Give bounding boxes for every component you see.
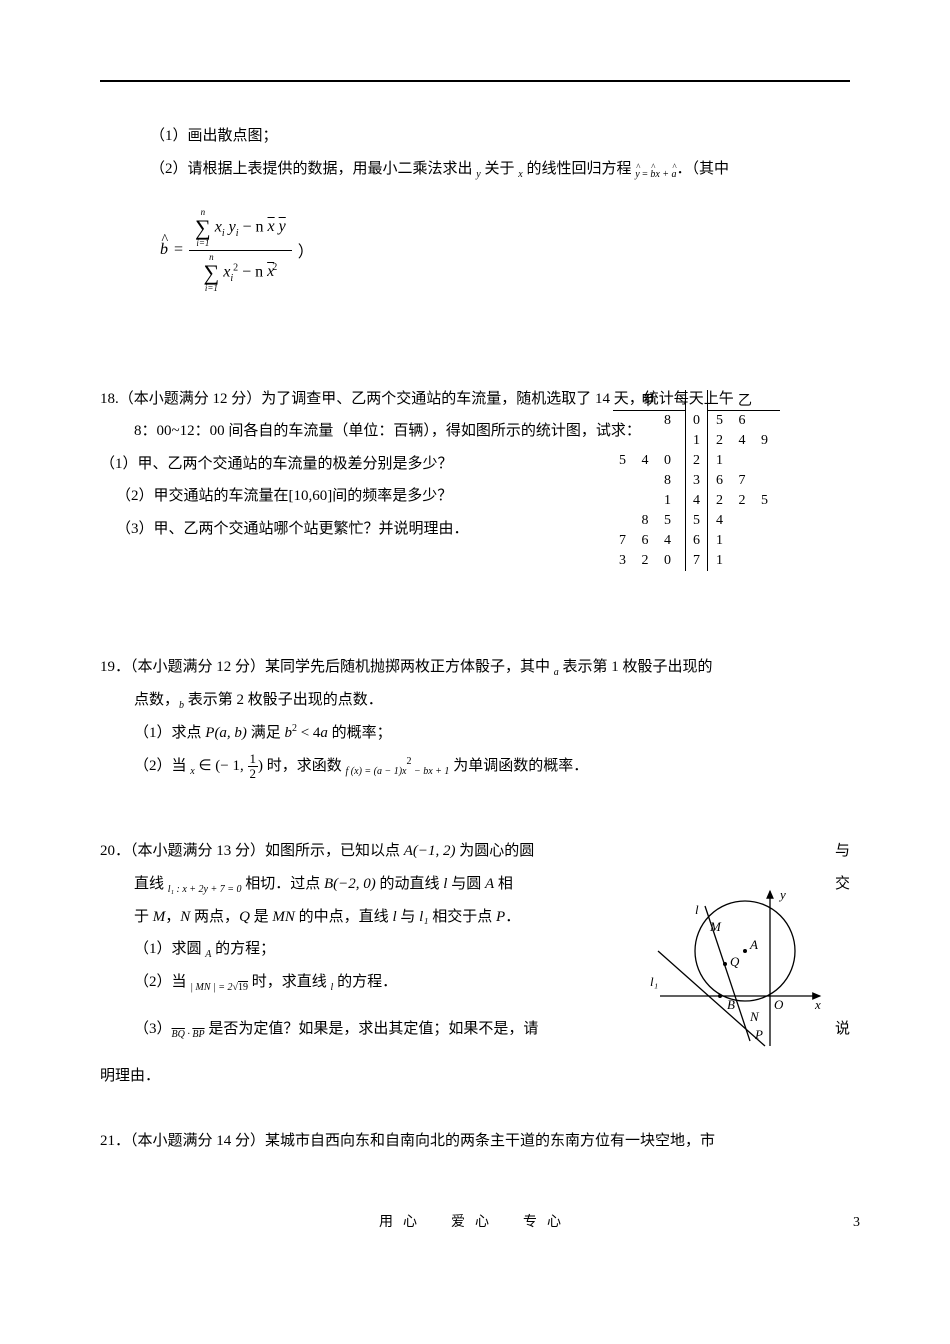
stem-value: 1 <box>686 431 708 451</box>
label-O: O <box>774 997 784 1012</box>
page-footer: 用心 爱心 专心 3 <box>100 1211 850 1231</box>
q19: 19．（本小题满分 12 分）某同学先后随机抛掷两枚正方体骰子，其中 a 表示第… <box>100 653 850 781</box>
stem-hdr-left: 甲 <box>613 390 686 411</box>
stem-row: 805 6 <box>613 411 780 431</box>
q20-l1: 20．（本小题满分 13 分）如图所示，已知以点 A(−1, 2) 为圆心的圆 … <box>100 837 850 866</box>
page-number: 3 <box>853 1215 860 1231</box>
q17-part2: （2）请根据上表提供的数据，用最小二乘法求出 y 关于 x 的线性回归方程 y … <box>100 155 850 184</box>
q17-tail: ．（其中 <box>677 161 730 177</box>
q19-p2: （2）当 x ∈ (− 1, 12) 时，求函数 f (x) = (a − 1)… <box>100 752 850 782</box>
q17-p2b: 的线性回归方程 <box>523 161 636 177</box>
label-P: P <box>754 1027 763 1042</box>
stem-right: 2 4 9 <box>708 431 781 451</box>
stem-row: 3 2 071 <box>613 551 780 571</box>
stem-value: 7 <box>686 551 708 571</box>
stem-left <box>613 431 686 451</box>
stem-left: 8 <box>613 471 686 491</box>
stem-row: 5 4 021 <box>613 451 780 471</box>
stem-left: 1 <box>613 491 686 511</box>
stem-right: 6 7 <box>708 471 781 491</box>
label-B: B <box>727 997 735 1012</box>
stem-left: 7 6 4 <box>613 531 686 551</box>
q17-p1-label: （1） <box>150 128 188 144</box>
label-N: N <box>749 1009 760 1024</box>
footer-text: 用心 爱心 专心 <box>379 1215 571 1230</box>
label-l1: l₁ <box>650 974 658 989</box>
q20-p3-tail: 明理由． <box>100 1062 850 1091</box>
q19-title: 19．（本小题满分 12 分）某同学先后随机抛掷两枚正方体骰子，其中 a 表示第… <box>100 653 850 682</box>
stem-row: 7 6 461 <box>613 531 780 551</box>
stem-left: 5 4 0 <box>613 451 686 471</box>
q18-p2: （2）甲交通站的车流量在[10,60]间的频率是多少？ <box>100 482 620 511</box>
stem-value: 3 <box>686 471 708 491</box>
stem-right: 1 <box>708 531 781 551</box>
label-M: M <box>709 919 722 934</box>
q17-mid: 关于 <box>481 161 519 177</box>
label-A: A <box>749 937 758 952</box>
q19-p1: （1）求点 P(a, b) 满足 b2 < 4a 的概率； <box>100 719 850 748</box>
stem-right: 1 <box>708 551 781 571</box>
stem-value: 0 <box>686 411 708 431</box>
q17-p2a: 请根据上表提供的数据，用最小二乘法求出 <box>188 161 477 177</box>
stem-row: 8 554 <box>613 511 780 531</box>
stem-right: 2 2 5 <box>708 491 781 511</box>
q21: 21．（本小题满分 14 分）某城市自西向东和自南向北的两条主干道的东南方位有一… <box>100 1127 850 1156</box>
label-l: l <box>695 902 699 917</box>
top-rule <box>100 80 850 82</box>
stem-row: 836 7 <box>613 471 780 491</box>
stem-left: 8 <box>613 411 686 431</box>
stem-value: 2 <box>686 451 708 471</box>
stem-row: 12 4 9 <box>613 431 780 451</box>
label-Q: Q <box>730 954 740 969</box>
stem-right: 5 6 <box>708 411 781 431</box>
q17-part1: （1）画出散点图； <box>100 122 850 151</box>
q19-title2: 点数，b 表示第 2 枚骰子出现的点数． <box>100 686 850 715</box>
circle-diagram: y x O A B M Q N P l l₁ <box>650 886 830 1056</box>
q17-eq: y = bx + a <box>635 169 676 180</box>
label-y: y <box>778 887 786 902</box>
q17-p2-label: （2） <box>150 161 188 177</box>
q18-p3: （3）甲、乙两个交通站哪个站更繁忙？并说明理由． <box>100 515 620 544</box>
stem-left: 8 5 <box>613 511 686 531</box>
q21-line: 21．（本小题满分 14 分）某城市自西向东和自南向北的两条主干道的东南方位有一… <box>100 1127 850 1156</box>
stem-value: 4 <box>686 491 708 511</box>
q20-mn: | MN | = 2√19 <box>190 982 248 993</box>
stem-left: 3 2 0 <box>613 551 686 571</box>
q17-p1-text: 画出散点图； <box>188 128 278 144</box>
stem-hdr-right: 乙 <box>708 390 781 411</box>
stem-value: 6 <box>686 531 708 551</box>
stem-value: 5 <box>686 511 708 531</box>
label-x: x <box>814 997 821 1012</box>
stem-right: 4 <box>708 511 781 531</box>
q18-p1: （1）甲、乙两个交通站的车流量的极差分别是多少？ <box>100 450 620 479</box>
q17-formula: b = n∑i=1 xi yi − n x y n∑i=1 xi2 − n x2… <box>100 206 850 295</box>
stem-leaf-plot: 甲 乙 805 612 4 95 4 021836 7142 2 58 5547… <box>613 390 780 571</box>
stem-right: 1 <box>708 451 781 471</box>
stem-row: 142 2 5 <box>613 491 780 511</box>
q20-bqbp: BQ · BP <box>172 1029 205 1040</box>
